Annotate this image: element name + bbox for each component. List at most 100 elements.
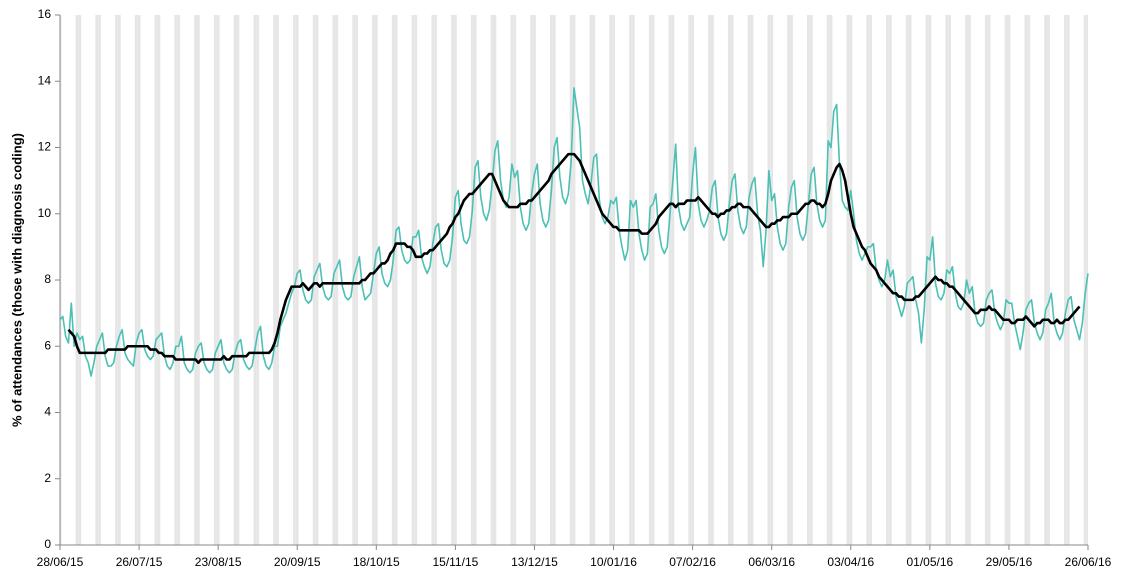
weekend-band	[1063, 15, 1067, 545]
x-tick-label: 06/03/16	[748, 555, 795, 569]
weekend-band	[75, 15, 79, 545]
weekend-band	[60, 15, 62, 545]
weekend-band	[530, 15, 534, 545]
axes: 0 2 4 6 8 10 12 14 16 28/06/15 26/07/15 23/08/15 20/…	[37, 7, 1112, 569]
weekend-band	[691, 15, 695, 545]
weekend-band	[609, 15, 613, 545]
weekend-band	[629, 15, 632, 545]
x-tick-label: 03/04/16	[827, 555, 874, 569]
weekend-band	[1044, 15, 1048, 545]
weekend-band	[533, 15, 536, 545]
weekend-band	[196, 15, 200, 545]
weekend-band	[829, 15, 833, 545]
weekend-band	[510, 15, 514, 545]
x-tick-label: 01/05/16	[906, 555, 953, 569]
x-tick-label: 13/12/15	[511, 555, 558, 569]
weekend-band	[967, 15, 971, 545]
weekend-band	[236, 15, 240, 545]
weekend-band	[434, 15, 438, 545]
weekend-band	[987, 15, 991, 545]
x-tick-label: 15/11/15	[432, 555, 478, 569]
x-tick-label: 26/07/15	[116, 555, 163, 569]
x-tick-label: 18/10/15	[353, 555, 400, 569]
weekend-band	[806, 15, 810, 545]
weekend-band	[174, 15, 178, 545]
series-line	[67, 152, 1081, 365]
weekend-band	[668, 15, 672, 545]
weekend-band	[213, 15, 217, 545]
weekend-band	[1024, 15, 1028, 545]
weekend-band	[592, 15, 596, 545]
weekend-band	[928, 15, 932, 545]
weekend-band	[886, 15, 889, 545]
weekend-band	[493, 15, 497, 545]
weekend-band	[730, 15, 734, 545]
weekend-band	[374, 15, 378, 545]
weekend-band	[470, 15, 474, 545]
y-axis-title: % of attendances (those with diagnosis c…	[9, 133, 24, 427]
weekend-band	[256, 15, 260, 545]
weekend-band	[846, 15, 850, 545]
weekend-band	[549, 15, 553, 545]
x-tick-label: 26/06/16	[1065, 555, 1112, 569]
weekend-band	[1047, 15, 1050, 545]
weekend-band	[727, 15, 731, 545]
weekend-band	[98, 15, 101, 545]
y-tick-label: 16	[38, 7, 52, 21]
weekend-band	[451, 15, 454, 545]
weekend-band	[688, 15, 692, 545]
weekend-band	[747, 15, 751, 545]
weekend-band	[194, 15, 197, 545]
weekend-band	[315, 15, 319, 545]
y-tick-label: 6	[44, 338, 51, 352]
weekend-band	[411, 15, 415, 545]
weekend-band	[671, 15, 675, 545]
weekend-band	[372, 15, 375, 545]
weekend-band	[157, 15, 161, 545]
weekend-band	[490, 15, 494, 545]
weekend-band	[849, 15, 853, 545]
weekend-band	[335, 15, 339, 545]
weekend-band	[78, 15, 82, 545]
weekend-band	[95, 15, 99, 545]
weekend-band	[1007, 15, 1011, 545]
y-tick-label: 4	[44, 405, 51, 419]
weekend-band	[414, 15, 418, 545]
weekend-band	[391, 15, 395, 545]
weekend-band	[355, 15, 358, 545]
weekend-band	[750, 15, 754, 545]
weekend-band	[292, 15, 296, 545]
weekend-band	[589, 15, 593, 545]
weekend-band	[888, 15, 892, 545]
weekend-band	[473, 15, 477, 545]
weekend-band	[1004, 15, 1008, 545]
x-tick-label: 07/02/16	[669, 555, 716, 569]
weekend-band	[984, 15, 988, 545]
weekend-band	[790, 15, 793, 545]
weekend-band	[115, 15, 118, 545]
weekend-band	[253, 15, 257, 545]
weekend-band	[1083, 15, 1087, 545]
series-lines	[59, 87, 1089, 377]
weekend-band	[770, 15, 774, 545]
weekend-band	[273, 15, 277, 545]
weekend-band	[117, 15, 121, 545]
weekend-band	[1027, 15, 1031, 545]
weekend-band	[809, 15, 813, 545]
weekend-band	[710, 15, 714, 545]
weekend-band	[651, 15, 655, 545]
weekend-band	[134, 15, 138, 545]
y-tick-label: 14	[38, 73, 52, 87]
y-tick-label: 0	[44, 537, 51, 551]
weekend-band	[295, 15, 299, 545]
weekend-band	[826, 15, 830, 545]
weekend-band	[513, 15, 517, 545]
weekend-band	[869, 15, 872, 545]
weekend-band	[612, 15, 615, 545]
weekend-band	[767, 15, 771, 545]
weekend-band	[787, 15, 791, 545]
weekend-band	[137, 15, 141, 545]
weekend-band	[708, 15, 711, 545]
series-line	[59, 87, 1089, 377]
x-tick-label: 20/09/15	[274, 555, 321, 569]
